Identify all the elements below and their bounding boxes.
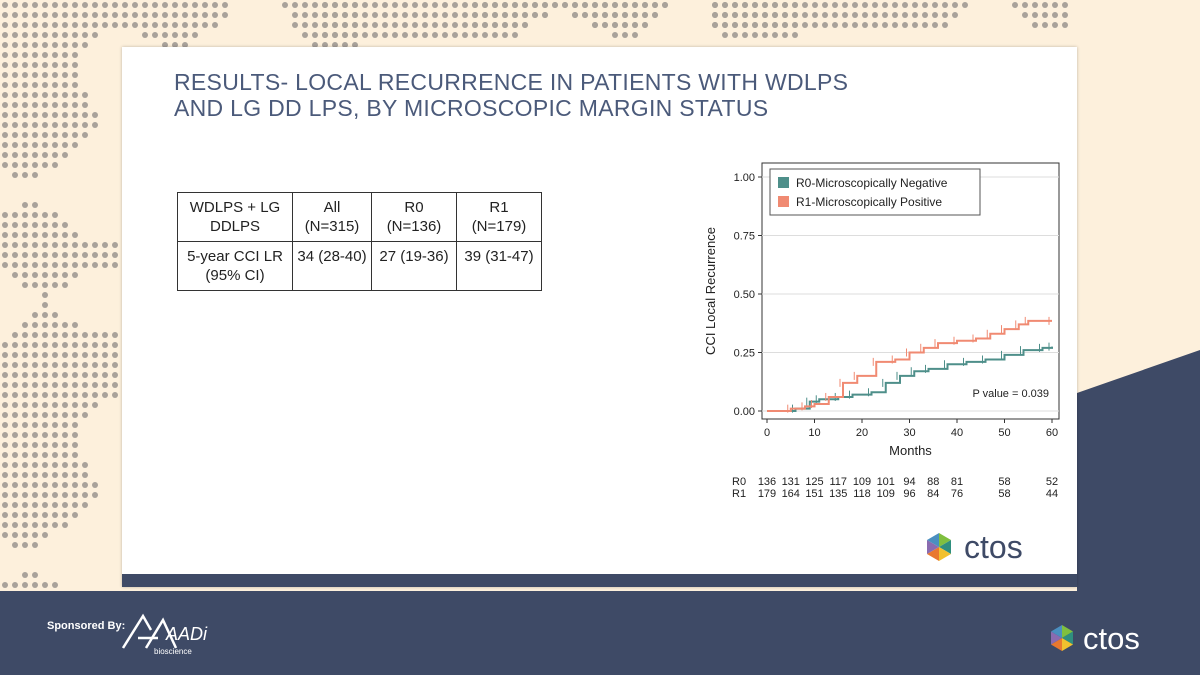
table-row: 5-year CCI LR (95% CI) 34 (28-40) 27 (19-… [177,241,542,291]
series-line-r0 [767,346,1053,412]
y-tick-label: 0.75 [734,231,755,243]
risk-value: 131 [782,476,800,488]
x-tick-label: 40 [951,427,963,439]
y-tick-label: 1.00 [734,172,755,184]
risk-value: 117 [829,476,847,488]
y-tick-label: 0.00 [734,406,755,418]
slide-card: RESULTS- LOCAL RECURRENCE IN PATIENTS WI… [122,47,1077,587]
risk-value: 109 [853,476,871,488]
risk-value: 44 [1046,488,1058,500]
table-cell: R1 (N=179) [456,192,542,242]
legend [769,168,981,216]
legend-swatch [778,196,789,207]
risk-value: 58 [998,476,1010,488]
slide-title-line1: RESULTS- LOCAL RECURRENCE IN PATIENTS WI… [174,69,849,95]
p-value-annotation: P value = 0.039 [972,388,1049,400]
slide-footer-bar [122,574,1077,587]
table-cell: 5-year CCI LR (95% CI) [177,241,293,291]
y-axis-label: CCI Local Recurrence [703,227,718,355]
risk-value: 164 [782,488,800,500]
ctos-flower-icon [927,533,951,561]
risk-value: 81 [951,476,963,488]
risk-value: 109 [877,488,895,500]
risk-value: 76 [951,488,963,500]
table-cell: 39 (31-47) [456,241,542,291]
slide-title: RESULTS- LOCAL RECURRENCE IN PATIENTS WI… [174,69,1034,121]
risk-value: 52 [1046,476,1058,488]
risk-value: 88 [927,476,939,488]
table-cell: R0 (N=136) [371,192,457,242]
risk-row-label: R0 [732,476,746,488]
aadi-logo: AADi bioscience [121,613,208,656]
risk-value: 96 [903,488,915,500]
x-tick-label: 30 [903,427,915,439]
risk-value: 179 [758,488,776,500]
cci-chart: 0.00 0.25 0.50 0.75 1.00 0 10 20 30 40 50 60 Months C… [703,162,1060,500]
legend-label: R1-Microscopically Positive [796,195,942,209]
x-tick-label: 20 [856,427,868,439]
results-table: WDLPS + LG DDLPS All (N=315) R0 (N=136) R1(… [177,192,542,291]
x-tick-label: 50 [998,427,1010,439]
x-axis-label: Months [889,443,932,458]
slide-title-line2: AND LG DD LPS, BY MICROSCOPIC MARGIN STA… [174,95,769,121]
table-cell: All (N=315) [292,192,372,242]
risk-value: 84 [927,488,939,500]
x-tick-label: 0 [764,427,770,439]
ctos-logo-slide: ctos [927,529,1023,565]
risk-value: 136 [758,476,776,488]
ctos-wordmark: ctos [1083,621,1140,656]
risk-value: 151 [805,488,823,500]
risk-value: 94 [903,476,915,488]
table-cell: 34 (28-40) [292,241,372,291]
risk-value: 58 [998,488,1010,500]
aadi-subtitle: bioscience [154,647,192,656]
navy-band [0,350,1200,675]
x-tick-label: 60 [1046,427,1058,439]
y-tick-label: 0.25 [734,348,755,360]
world-map-dots [2,2,1068,668]
ctos-wordmark: ctos [964,529,1023,565]
risk-value: 135 [829,488,847,500]
table-cell: 27 (19-36) [371,241,457,291]
y-tick-label: 0.50 [734,289,755,301]
risk-value: 125 [805,476,823,488]
risk-value: 101 [877,476,895,488]
x-tick-label: 10 [808,427,820,439]
table-cell: WDLPS + LG DDLPS [177,192,293,242]
legend-label: R0-Microscopically Negative [796,176,948,190]
ctos-flower-icon [1051,625,1073,651]
legend-swatch [778,177,789,188]
risk-row-label: R1 [732,488,746,500]
table-header-row: WDLPS + LG DDLPS All (N=315) R0 (N=136) R1(… [177,192,542,242]
risk-value: 118 [853,488,871,500]
sponsored-label: Sponsored By: [47,620,126,632]
ctos-logo-footer: ctos [1051,621,1140,656]
series-line-r1 [767,319,1052,412]
aadi-wordmark: AADi [165,624,208,644]
